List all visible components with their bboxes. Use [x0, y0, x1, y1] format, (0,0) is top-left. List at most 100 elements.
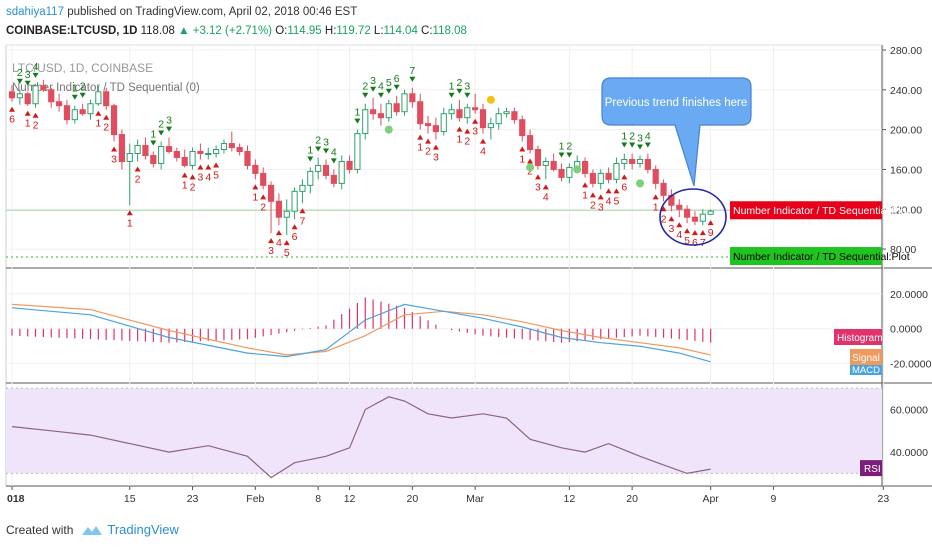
- rsi-tick-label: 60.0000: [890, 405, 928, 417]
- histogram-badge-label: Histogram: [837, 333, 883, 344]
- candle-body: [346, 160, 353, 170]
- td-sell-arrow-icon: [519, 146, 526, 152]
- td-buy-arrow-icon: [385, 88, 392, 94]
- td-sell-arrow-icon: [268, 238, 275, 244]
- time-tick-label: 8: [315, 493, 321, 505]
- candle-body: [158, 146, 165, 164]
- candle-body: [8, 91, 16, 99]
- td-count-label: 1: [621, 131, 627, 143]
- macd-badge-label: MACD: [852, 365, 880, 376]
- footer: Created with TradingView: [6, 522, 179, 537]
- candle-body: [354, 133, 361, 170]
- td-count-label: 3: [668, 223, 674, 235]
- td-count-label: 2: [362, 81, 368, 93]
- td-count-label: 2: [527, 166, 533, 178]
- td-count-label: 5: [213, 169, 219, 181]
- td-buy-arrow-icon: [629, 142, 636, 148]
- td-sell-arrow-icon: [213, 162, 220, 168]
- td-count-label: 9: [708, 227, 714, 239]
- td-count-label: 6: [692, 237, 698, 249]
- td-sell-arrow-icon: [582, 182, 589, 188]
- candle-body: [644, 158, 651, 170]
- candle-body: [699, 213, 706, 222]
- td-buy-arrow-icon: [362, 92, 369, 98]
- td-sell-arrow-icon: [707, 220, 714, 226]
- td-sell-arrow-icon: [652, 194, 659, 200]
- chart-watermark: LTC/USD, 1D, COINBASE: [12, 61, 153, 75]
- td-sell-arrow-icon: [24, 110, 31, 116]
- candle-body: [581, 160, 589, 174]
- td-sell-arrow-icon: [111, 146, 118, 152]
- annotation-text: Previous trend finishes here: [605, 97, 748, 109]
- td-count-label: 2: [661, 213, 667, 225]
- time-tick-label: 9: [771, 493, 777, 505]
- td-sell-arrow-icon: [605, 188, 612, 194]
- td-count-label: 2: [590, 199, 596, 211]
- candle-body: [87, 103, 94, 115]
- plot-badge-red-label: Number Indicator / TD Sequential:Plot: [733, 205, 910, 217]
- td-count-label: 2: [33, 120, 39, 132]
- td-sell-arrow-icon: [205, 164, 212, 170]
- candle-body: [660, 182, 667, 196]
- td-sell-arrow-icon: [621, 174, 628, 180]
- candle-body: [370, 109, 377, 115]
- candle-body: [181, 156, 188, 166]
- candle-body: [338, 160, 345, 184]
- signal-dot: [384, 125, 393, 134]
- td-buy-arrow-icon: [621, 142, 628, 148]
- candle-body: [448, 109, 455, 115]
- candle-body: [63, 105, 71, 121]
- rsi-band: [6, 388, 882, 474]
- td-buy-arrow-icon: [393, 84, 400, 90]
- td-buy-arrow-icon: [330, 158, 337, 164]
- published-text: published on TradingView.com, April 02, …: [67, 6, 358, 18]
- td-sell-arrow-icon: [260, 194, 267, 200]
- change-value: +3.12 (+2.71%): [192, 25, 273, 37]
- td-buy-arrow-icon: [32, 72, 39, 78]
- macd-badge: [850, 363, 882, 375]
- highlight-ellipse: [659, 188, 727, 246]
- candle-body: [283, 210, 290, 218]
- tradingview-brand[interactable]: TradingView: [107, 522, 179, 537]
- time-tick-label: 23: [187, 493, 199, 505]
- candle-body: [165, 146, 173, 153]
- candle-body: [409, 93, 416, 103]
- td-buy-arrow-icon: [16, 78, 23, 84]
- td-sell-arrow-icon: [291, 224, 298, 230]
- candle-body: [597, 172, 604, 184]
- rsi-line: [11, 396, 711, 479]
- price-tick-label: 160.00: [890, 164, 922, 176]
- td-count-label: 3: [598, 201, 604, 213]
- td-sell-arrow-icon: [417, 134, 424, 140]
- signal-badge: [850, 349, 882, 365]
- time-tick-label: Mar: [466, 493, 485, 505]
- td-sell-arrow-icon: [9, 106, 15, 112]
- candle-body: [142, 145, 149, 156]
- low-value: 114.04: [383, 25, 418, 37]
- td-count-label: 1: [182, 179, 188, 191]
- author-link[interactable]: sdahiya117: [6, 6, 64, 18]
- candle-body: [393, 103, 400, 113]
- td-buy-arrow-icon: [166, 126, 172, 132]
- candle-body: [71, 109, 78, 121]
- price-tick-label: 120.00: [890, 204, 922, 216]
- td-buy-arrow-icon: [409, 76, 416, 82]
- td-count-label: 2: [464, 136, 470, 148]
- candle-body: [707, 210, 714, 215]
- ohlc-line: COINBASE:LTCUSD, 1D 118.08 ▲ +3.12 (+2.7…: [6, 25, 467, 37]
- candle-body: [417, 101, 424, 125]
- td-count-label: 3: [166, 115, 172, 127]
- candle-body: [110, 105, 118, 136]
- td-sell-arrow-icon: [534, 174, 541, 180]
- candle-body: [527, 135, 534, 151]
- signal-line: [11, 303, 711, 356]
- plot-badge-red: [730, 201, 882, 220]
- td-sell-arrow-icon: [613, 188, 620, 194]
- candle-body: [558, 168, 565, 178]
- histogram-badge: [834, 329, 882, 345]
- td-count-label: 6: [9, 114, 15, 126]
- td-sell-arrow-icon: [425, 138, 432, 144]
- open-value: 114.95: [287, 25, 322, 37]
- td-count-label: 5: [684, 235, 690, 247]
